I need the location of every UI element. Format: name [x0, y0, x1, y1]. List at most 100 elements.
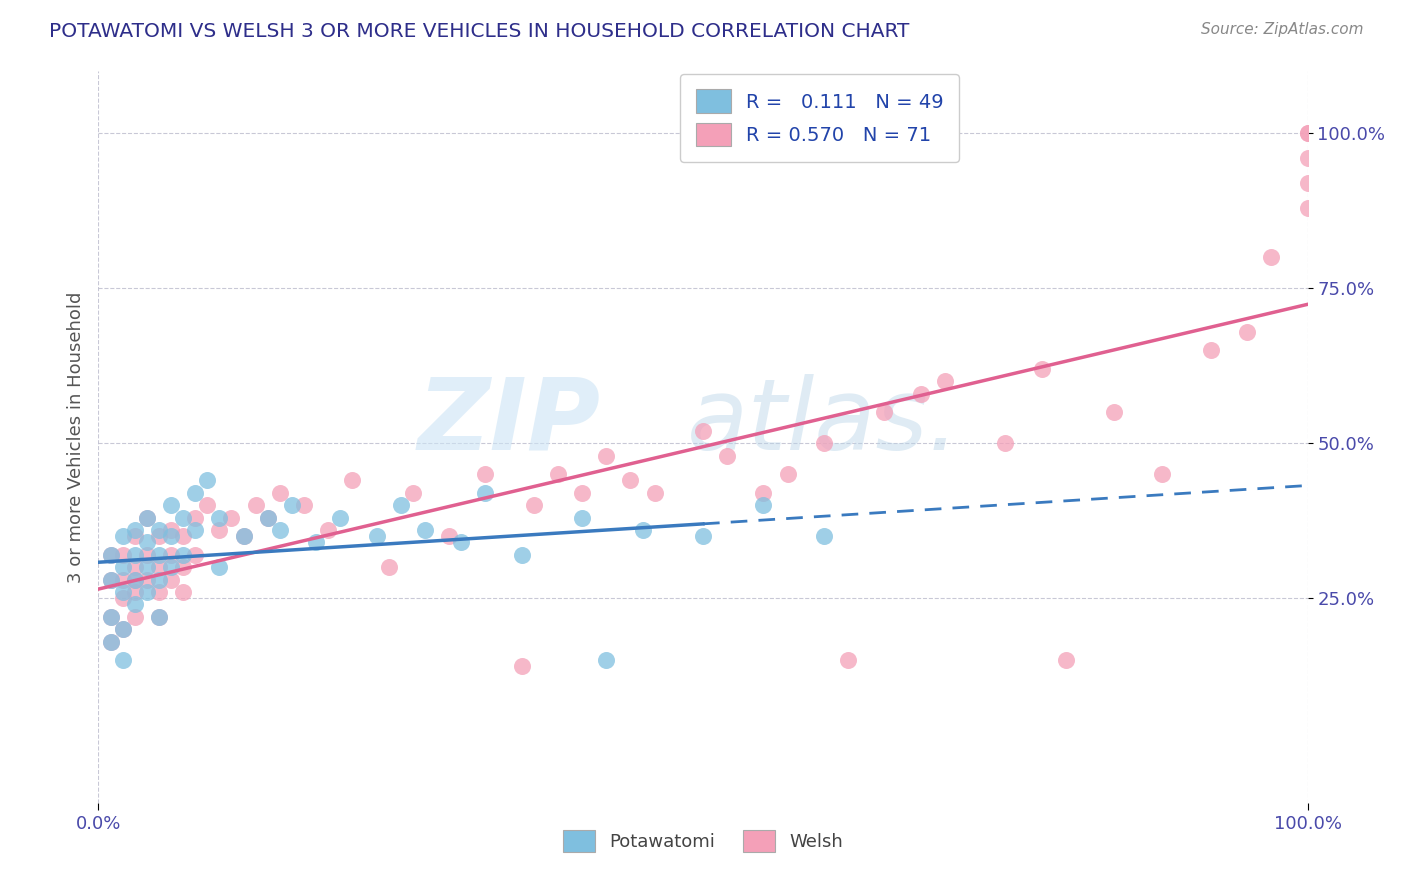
Point	[1152, 467, 1174, 482]
Text: Source: ZipAtlas.com: Source: ZipAtlas.com	[1201, 22, 1364, 37]
Point	[1296, 176, 1319, 190]
Point	[776, 467, 799, 482]
Point	[111, 560, 134, 574]
Point	[135, 510, 157, 524]
Point	[1199, 343, 1222, 358]
Point	[631, 523, 654, 537]
Point	[124, 598, 146, 612]
Point	[111, 529, 134, 543]
Point	[813, 436, 835, 450]
Point	[124, 523, 146, 537]
Point	[100, 610, 122, 624]
Point	[160, 529, 183, 543]
Point	[1031, 362, 1053, 376]
Point	[100, 548, 122, 562]
Point	[269, 486, 291, 500]
Point	[124, 560, 146, 574]
Point	[135, 573, 157, 587]
Point	[135, 548, 157, 562]
Point	[111, 622, 134, 636]
Point	[873, 405, 896, 419]
Text: ZIP: ZIP	[418, 374, 600, 471]
Point	[160, 498, 183, 512]
Point	[752, 486, 775, 500]
Point	[692, 424, 714, 438]
Point	[100, 610, 122, 624]
Point	[716, 449, 738, 463]
Point	[124, 529, 146, 543]
Point	[316, 523, 339, 537]
Point	[644, 486, 666, 500]
Point	[148, 560, 170, 574]
Point	[389, 498, 412, 512]
Point	[1296, 126, 1319, 140]
Point	[172, 560, 194, 574]
Point	[160, 548, 183, 562]
Point	[595, 653, 617, 667]
Point	[135, 510, 157, 524]
Point	[124, 585, 146, 599]
Point	[172, 548, 194, 562]
Point	[100, 634, 122, 648]
Point	[100, 548, 122, 562]
Point	[692, 529, 714, 543]
Point	[934, 374, 956, 388]
Point	[172, 585, 194, 599]
Point	[124, 573, 146, 587]
Point	[342, 474, 364, 488]
Legend: Potawatomi, Welsh: Potawatomi, Welsh	[555, 823, 851, 860]
Point	[221, 510, 243, 524]
Point	[148, 548, 170, 562]
Point	[232, 529, 254, 543]
Point	[813, 529, 835, 543]
Point	[195, 474, 218, 488]
Point	[281, 498, 304, 512]
Point	[135, 585, 157, 599]
Point	[111, 591, 134, 606]
Point	[837, 653, 859, 667]
Point	[437, 529, 460, 543]
Point	[377, 560, 399, 574]
Point	[208, 523, 231, 537]
Point	[329, 510, 352, 524]
Text: atlas.: atlas.	[688, 374, 960, 471]
Point	[571, 486, 593, 500]
Point	[245, 498, 267, 512]
Point	[366, 529, 388, 543]
Point	[510, 659, 533, 673]
Point	[160, 523, 183, 537]
Point	[148, 523, 170, 537]
Point	[124, 548, 146, 562]
Point	[148, 529, 170, 543]
Point	[413, 523, 436, 537]
Point	[111, 548, 134, 562]
Point	[474, 486, 496, 500]
Point	[619, 474, 641, 488]
Point	[135, 535, 157, 549]
Point	[208, 510, 231, 524]
Point	[305, 535, 328, 549]
Point	[1296, 151, 1319, 165]
Point	[124, 610, 146, 624]
Point	[135, 560, 157, 574]
Point	[148, 585, 170, 599]
Point	[111, 573, 134, 587]
Point	[1260, 250, 1282, 264]
Point	[595, 449, 617, 463]
Point	[510, 548, 533, 562]
Point	[160, 560, 183, 574]
Point	[994, 436, 1017, 450]
Point	[1236, 325, 1258, 339]
Text: POTAWATOMI VS WELSH 3 OR MORE VEHICLES IN HOUSEHOLD CORRELATION CHART: POTAWATOMI VS WELSH 3 OR MORE VEHICLES I…	[49, 22, 910, 41]
Point	[124, 573, 146, 587]
Point	[148, 610, 170, 624]
Point	[148, 573, 170, 587]
Point	[523, 498, 546, 512]
Point	[172, 529, 194, 543]
Point	[111, 653, 134, 667]
Point	[1054, 653, 1077, 667]
Point	[184, 523, 207, 537]
Point	[1102, 405, 1125, 419]
Point	[100, 573, 122, 587]
Point	[402, 486, 425, 500]
